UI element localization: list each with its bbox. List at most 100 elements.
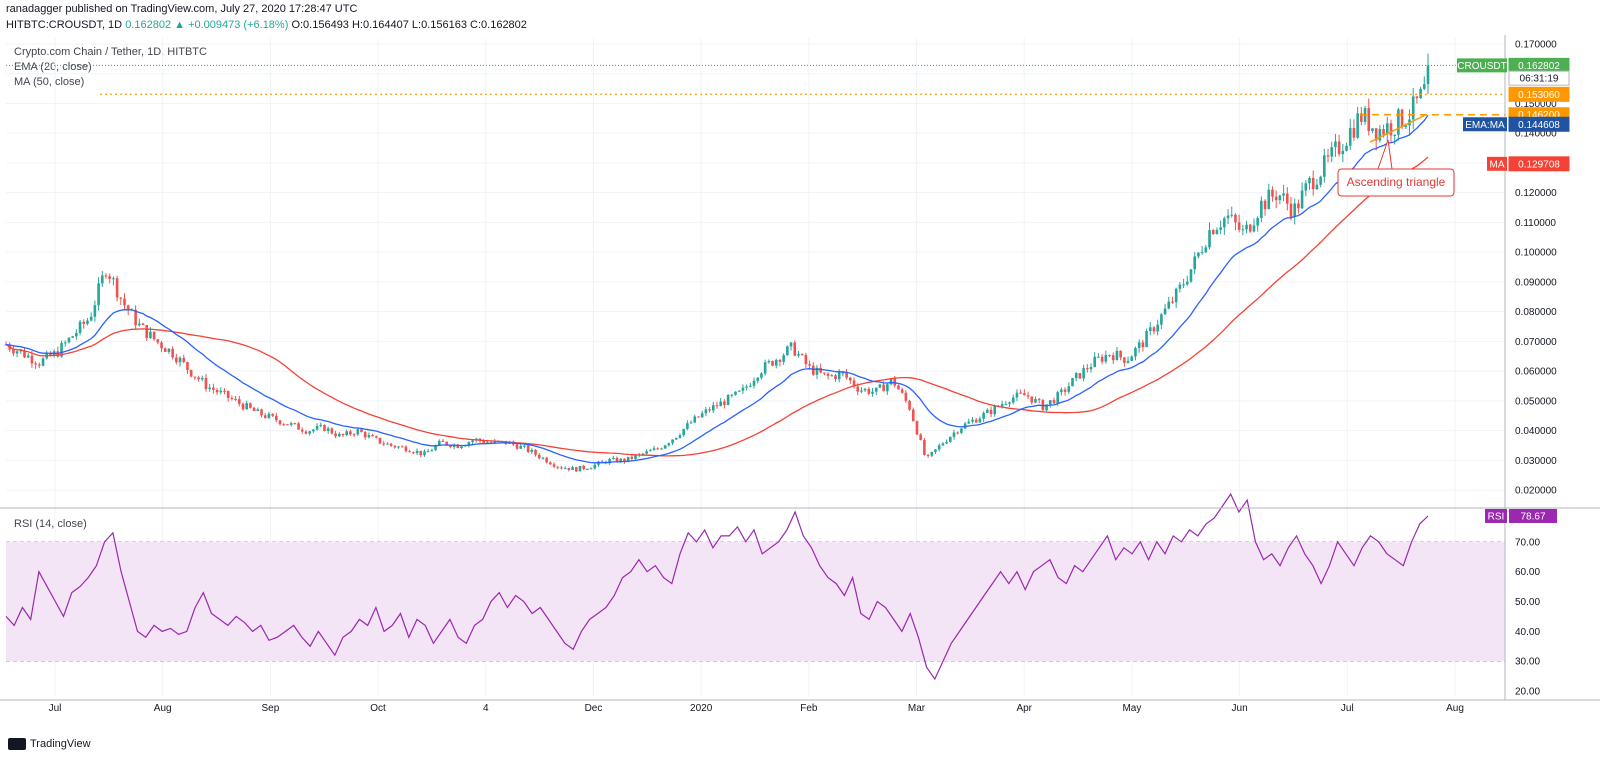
candle (352, 433, 356, 437)
candle (904, 390, 908, 403)
candle (756, 376, 760, 384)
candle (1297, 199, 1300, 214)
chart-title: Crypto.com Chain / Tether, 1D, HITBTC (14, 46, 207, 58)
candle (956, 431, 960, 435)
candle (760, 372, 763, 380)
price-badge-value: 0.153060 (1518, 90, 1560, 101)
candle (1082, 364, 1085, 382)
rsi-tick-label: 20.00 (1515, 687, 1540, 698)
candle (774, 358, 778, 369)
candle (897, 384, 900, 390)
candle (719, 397, 723, 407)
candle (915, 420, 919, 436)
candle (160, 340, 163, 353)
price-badge[interactable]: 0.162802 CROUSDT (1457, 57, 1570, 73)
price-tick-label: 0.110000 (1515, 218, 1556, 229)
time-tick-label: Mar (908, 703, 926, 714)
candle (1378, 125, 1382, 143)
candle (1323, 148, 1326, 183)
candle (1230, 206, 1234, 218)
candle (304, 430, 308, 435)
candle (549, 461, 552, 465)
candle (674, 437, 678, 440)
price-badge[interactable]: 0.144608 EMA:MA (1463, 116, 1570, 132)
candle (204, 374, 208, 392)
candle (1211, 228, 1215, 235)
price-tick-label: 0.100000 (1515, 248, 1557, 259)
candle (89, 312, 93, 322)
candle (34, 361, 37, 369)
candle (960, 428, 963, 435)
candle (1371, 128, 1374, 134)
candle (589, 467, 593, 470)
candle (1308, 176, 1311, 190)
candle (178, 356, 182, 367)
published-line: ranadagger published on TradingView.com,… (6, 3, 358, 15)
candle (356, 427, 360, 436)
candle (275, 412, 278, 423)
ema-legend[interactable]: EMA (20, close) (14, 61, 92, 73)
candle (271, 413, 274, 417)
candle (734, 391, 737, 396)
candle (1130, 355, 1134, 361)
candle (289, 421, 293, 427)
candle (867, 386, 871, 396)
candle (871, 387, 874, 397)
symbol-line: HITBTC:CROUSDT, 1D 0.162802 ▲ +0.009473 … (6, 19, 527, 31)
candle (700, 411, 704, 418)
candle (219, 387, 223, 395)
candle (397, 445, 400, 449)
candle (845, 368, 848, 380)
price-badges: 0.162802CROUSDT06:31:190.1530600.1462000… (1457, 57, 1570, 523)
candle (1278, 194, 1282, 205)
time-tick-label: 4 (483, 703, 489, 714)
candle (1208, 222, 1211, 250)
price-badge-value: 06:31:19 (1520, 74, 1559, 85)
candle (900, 387, 904, 394)
price-badge[interactable]: 06:31:19 (1508, 70, 1570, 86)
candle (945, 439, 948, 445)
candle (911, 407, 915, 422)
ma-legend[interactable]: MA (50, close) (14, 76, 85, 88)
candle (737, 390, 741, 393)
price-tick-label: 0.060000 (1515, 367, 1557, 378)
candle (908, 399, 911, 411)
candle (1215, 227, 1219, 235)
rsi-badge[interactable]: 78.67 RSI (1485, 508, 1557, 523)
candle (363, 430, 367, 440)
candle (319, 422, 323, 428)
candle (67, 337, 71, 344)
candle (1282, 184, 1285, 202)
price-badge-value: 0.146200 (1518, 110, 1560, 121)
candle (967, 418, 971, 424)
price-tick-label: 0.020000 (1515, 486, 1557, 497)
candle (841, 371, 845, 377)
candle (1141, 339, 1145, 352)
candle (312, 428, 315, 434)
candle (26, 353, 30, 359)
candle (830, 374, 834, 377)
candle (175, 353, 178, 365)
candle (423, 449, 426, 457)
candle (711, 401, 715, 414)
candle (71, 335, 74, 339)
rsi-legend[interactable]: RSI (14, close) (14, 518, 87, 530)
price-badge[interactable]: 0.153060 (1508, 86, 1570, 102)
candle (63, 340, 67, 347)
candle (193, 376, 197, 381)
candle (1030, 396, 1034, 405)
candle (1193, 252, 1197, 275)
annotation-callout[interactable]: Ascending triangle (1337, 139, 1455, 197)
candle (948, 436, 952, 443)
candle (260, 408, 263, 418)
price-badge[interactable]: 0.129708 MA (1487, 156, 1570, 172)
candle (308, 430, 311, 436)
candle (1341, 143, 1345, 163)
candle (1271, 186, 1274, 202)
candle (519, 443, 523, 450)
candle (393, 445, 397, 449)
candle (226, 390, 230, 402)
candle (578, 465, 582, 472)
candle (682, 428, 685, 437)
